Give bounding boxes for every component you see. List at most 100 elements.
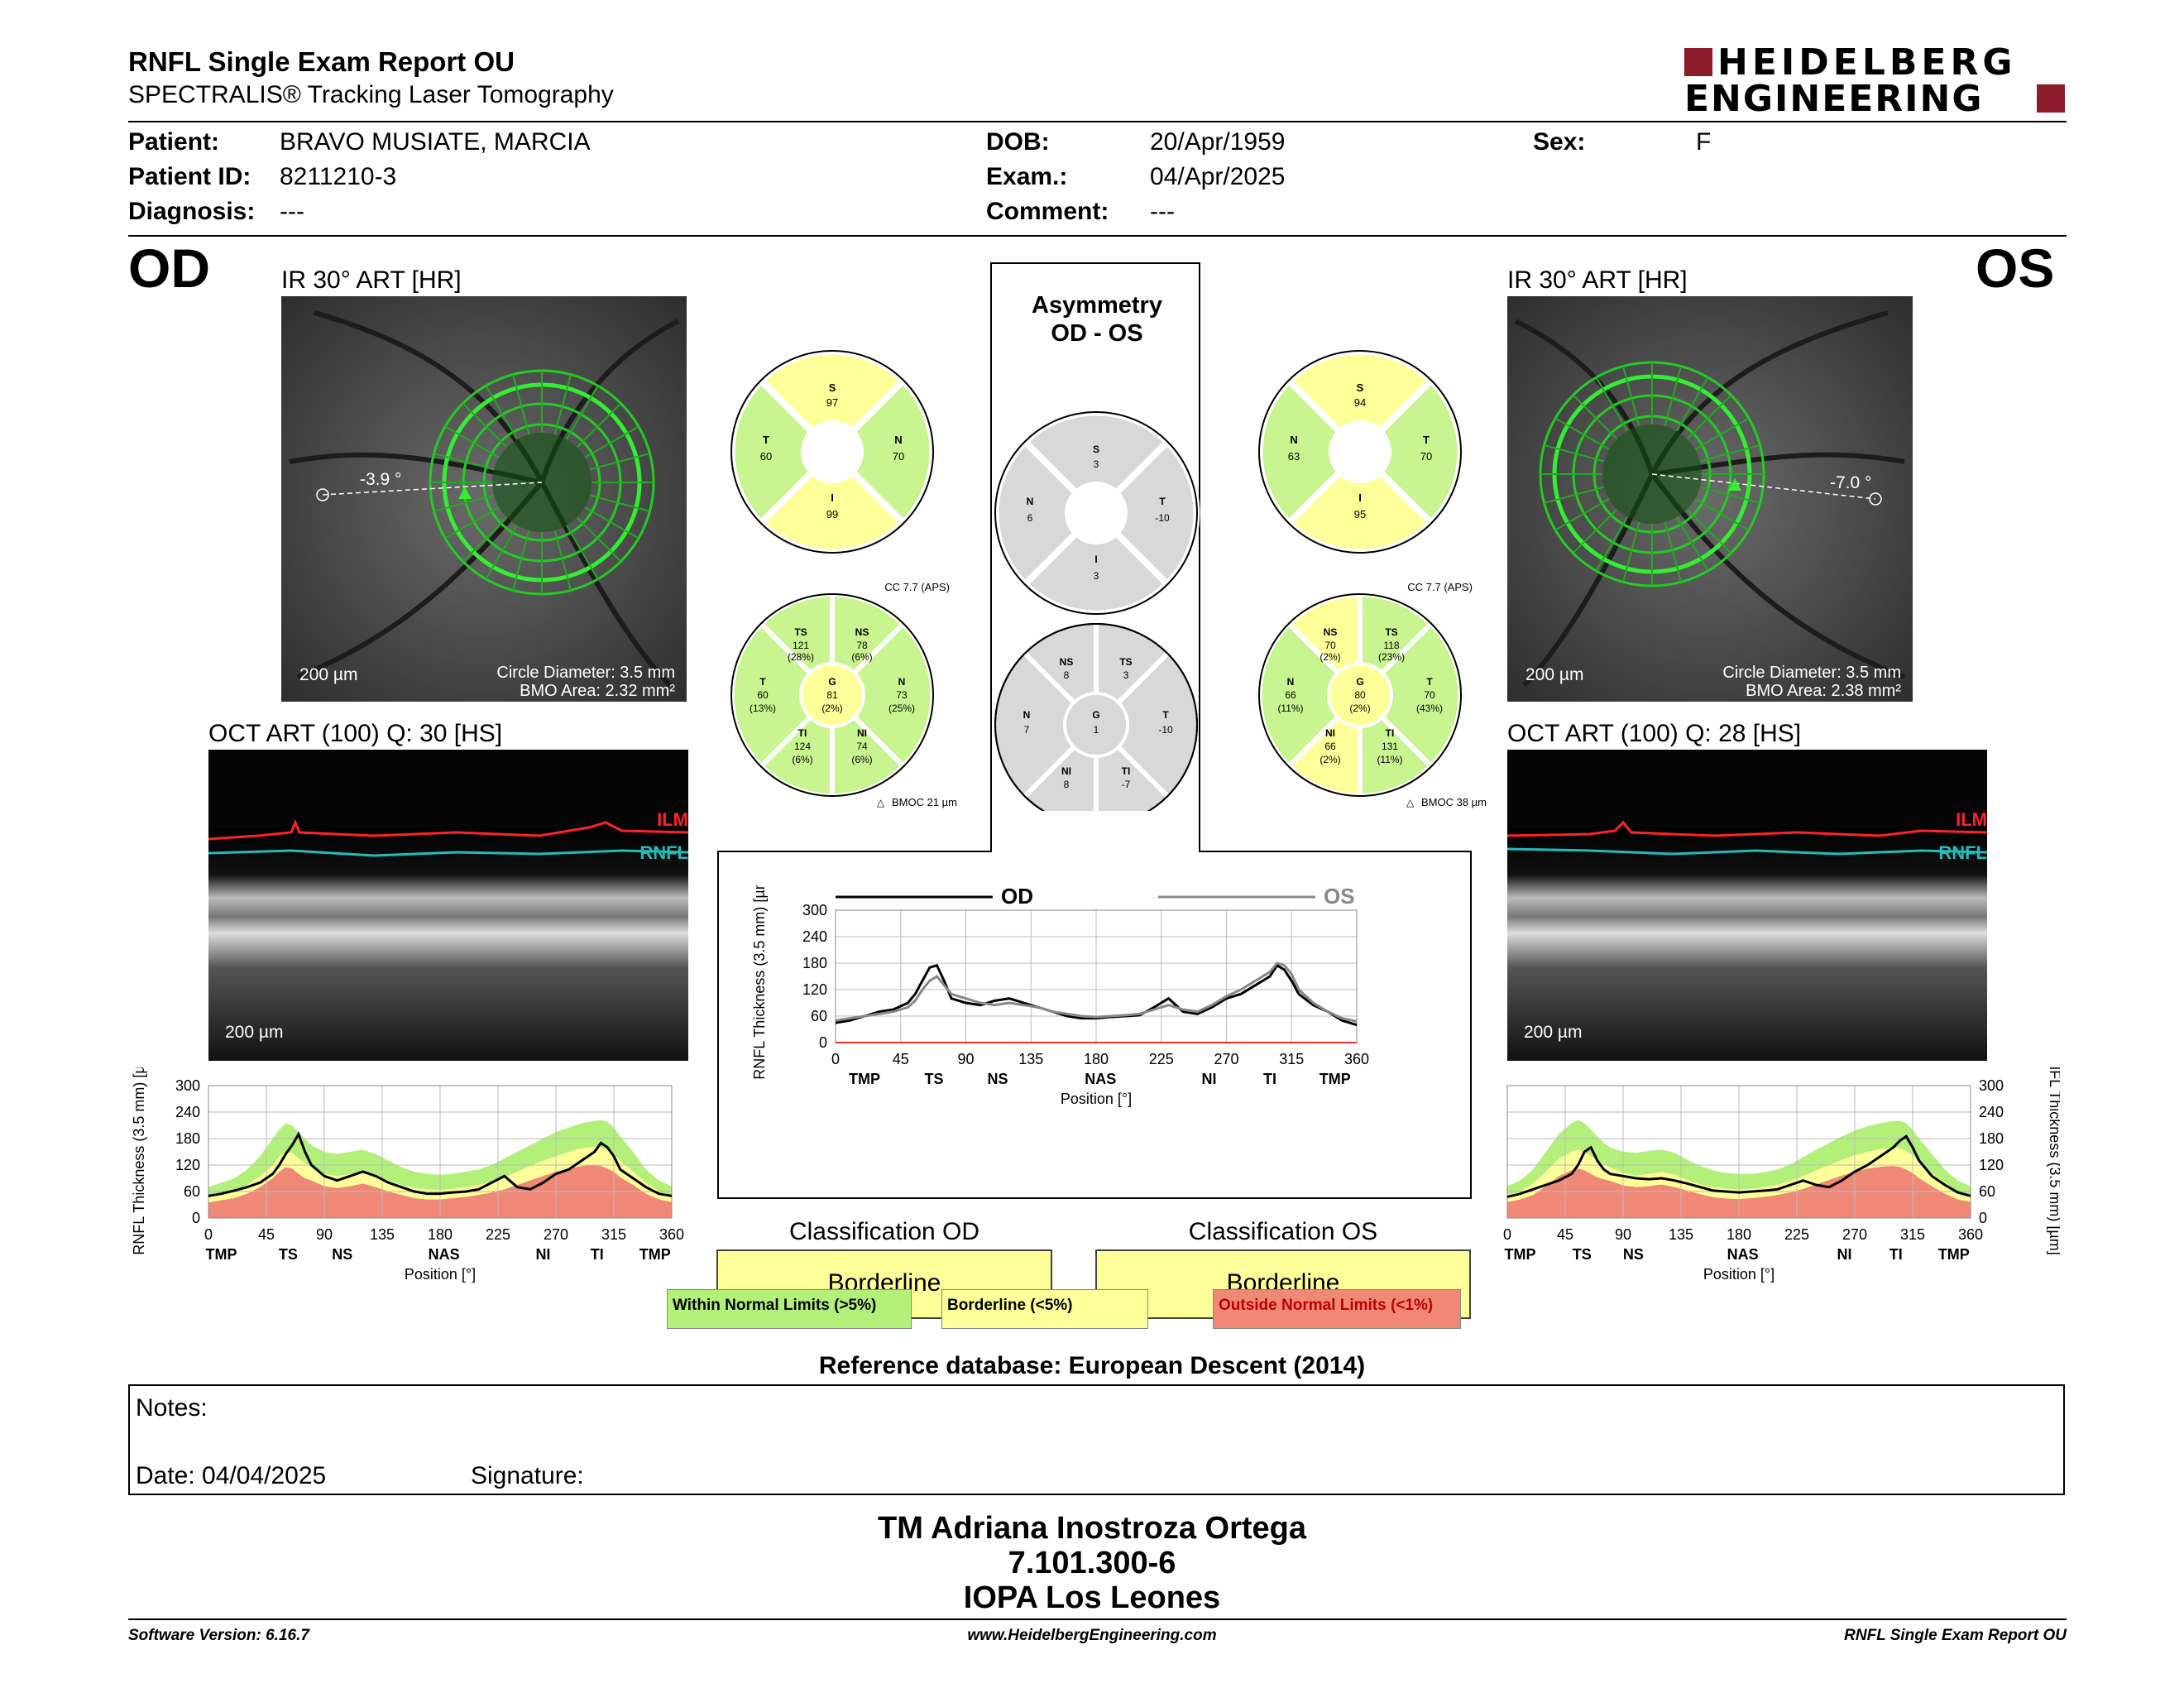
sex-value: F: [1696, 128, 1712, 156]
y-tick-label: 0: [819, 1034, 827, 1051]
region-label: TMP: [1938, 1246, 1970, 1263]
svg-text:NI: NI: [1061, 765, 1071, 777]
od-sec-ts-val: 121: [793, 640, 809, 651]
region-label: TS: [279, 1246, 298, 1263]
os-ir-scale: 200 µm: [1525, 665, 1584, 684]
od-sec-t-pct: (13%): [750, 703, 776, 714]
os-bmo-area: BMO Area: 2.38 mm²: [1746, 682, 1901, 700]
dob-label: DOB:: [986, 128, 1050, 156]
scan-spoke: [576, 402, 622, 448]
center-panel-outline: [717, 262, 1472, 1199]
y-axis-label: RNFL Thickness (3.5 mm) [µm]: [2047, 1067, 2060, 1255]
y-tick-label: 60: [184, 1183, 200, 1200]
x-tick-label: 225: [486, 1226, 510, 1243]
os-sec-ns-val: 70: [1324, 640, 1336, 651]
x-tick-label: 45: [258, 1226, 275, 1243]
x-tick-label: 0: [1503, 1226, 1511, 1243]
svg-text:TS: TS: [794, 626, 807, 638]
od-bmoc: BMOC 21 µm: [892, 796, 957, 808]
od-os-comparison-chart: 0 60 120 180 240 300 0 45 90 135 180 225 270 315 360 TM…: [753, 885, 1369, 1107]
series-line-od: [208, 1131, 673, 1197]
od-oct-scale: 200 µm: [225, 1023, 284, 1042]
patient-name: BRAVO MUSIATE, MARCIA: [280, 128, 591, 156]
od-ir-scale: 200 µm: [299, 665, 358, 684]
y-axis-label: RNFL Thickness (3.5 mm) [µm]: [132, 1067, 147, 1255]
scan-spoke: [433, 453, 495, 471]
x-tick-label: 90: [1615, 1226, 1631, 1243]
x-tick-label: 360: [1958, 1226, 1983, 1243]
svg-text:△: △: [1406, 797, 1415, 808]
os-sec-ts-val: 118: [1383, 640, 1399, 651]
os-sec-ni-pct: (2%): [1320, 754, 1340, 765]
os-oct-scale: 200 µm: [1524, 1023, 1583, 1042]
notes-signature: Signature:: [471, 1462, 584, 1489]
scan-spoke: [566, 385, 599, 440]
y-tick-label: 300: [802, 902, 827, 918]
od-sec-ns-pct: (6%): [851, 651, 872, 663]
scan-spoke: [1699, 486, 1760, 504]
scan-spoke: [1554, 498, 1610, 531]
os-sector-diagram: NS 70 (2%) TS 118 (23%) N 66 (11%) G 80 …: [1257, 591, 1463, 799]
diagnosis-label: Diagnosis:: [128, 198, 256, 225]
comment-value: ---: [1150, 198, 1175, 225]
os-bmoc: BMOC 38 µm: [1421, 796, 1487, 808]
od-sec-n-pct: (25%): [888, 703, 915, 714]
svg-text:△: △: [877, 797, 885, 808]
x-tick-label: 135: [1018, 1051, 1043, 1067]
svg-text:TI: TI: [798, 727, 807, 739]
os-quad-t-value: 70: [1420, 450, 1432, 463]
footer-software-version: Software Version: 6.16.7: [128, 1627, 309, 1644]
svg-text:NS: NS: [1060, 656, 1074, 668]
scan-spoke: [1554, 417, 1610, 450]
footer-divider: [128, 1618, 2067, 1620]
svg-text:I: I: [831, 492, 834, 504]
scan-spoke: [485, 525, 518, 580]
asym-sec-ns: 8: [1064, 669, 1070, 681]
x-tick-label: 90: [316, 1226, 333, 1243]
od-ir-fundus-image: -3.9 ° Circle Diameter: 3.5 mm BMO Area:…: [281, 296, 687, 702]
notes-date: Date: 04/04/2025: [136, 1462, 327, 1489]
scan-spoke: [1595, 516, 1628, 572]
os-sec-n-val: 66: [1285, 689, 1296, 701]
od-sec-g-pct: (2%): [821, 703, 842, 714]
x-axis-label: Position [°]: [1061, 1091, 1132, 1107]
scan-spoke: [553, 374, 572, 435]
region-label: NAS: [1085, 1071, 1116, 1087]
asymmetry-title-line1: Asymmetry: [1032, 292, 1162, 319]
scan-spoke: [444, 425, 500, 458]
series-line-os: [835, 961, 1358, 1023]
x-tick-label: 45: [1557, 1226, 1573, 1243]
od-quad-i-value: 99: [826, 508, 838, 520]
od-ilm-label: ILM: [657, 809, 688, 830]
region-label: NI: [535, 1246, 550, 1263]
scan-spoke: [589, 453, 650, 471]
header-divider: [128, 121, 2067, 122]
os-sec-ti-pct: (11%): [1377, 754, 1402, 765]
asym-sec-ti: -7: [1122, 779, 1131, 790]
svg-text:S: S: [1357, 381, 1364, 394]
os-quadrant-diagram: S 94 N 63 T 70 I 95: [1256, 348, 1464, 556]
y-tick-label: 0: [192, 1210, 200, 1226]
logo-text-bottom: ENGINEERING: [1684, 78, 1984, 120]
svg-text:TI: TI: [1386, 727, 1395, 739]
plot-frame: [1506, 1085, 1971, 1219]
svg-text:G: G: [1356, 676, 1363, 688]
asym-quadrant-diagram: S 3 N 6 T -10 I 3: [992, 409, 1200, 617]
diagnosis-value: ---: [280, 198, 304, 225]
report-subtitle: SPECTRALIS® Tracking Laser Tomography: [128, 81, 614, 108]
x-tick-label: 90: [957, 1051, 974, 1067]
region-label: TMP: [639, 1246, 671, 1263]
scan-spoke: [1676, 376, 1709, 432]
x-tick-label: 225: [1149, 1051, 1174, 1067]
x-axis-label: Position [°]: [1703, 1266, 1774, 1283]
scan-spoke: [1622, 366, 1640, 427]
scan-spoke: [485, 385, 518, 440]
od-angle-label: -3.9 °: [360, 470, 401, 489]
od-rnfl-label: RNFL: [639, 842, 688, 863]
footer-website[interactable]: www.HeidelbergEngineering.com: [967, 1627, 1217, 1644]
notes-label: Notes:: [136, 1394, 208, 1422]
scan-spoke: [584, 506, 639, 539]
od-quadrant-diagram: S 97 T 60 N 70 I 99: [728, 348, 936, 556]
os-ir-fundus-image: -7.0 ° Circle Diameter: 3.5 mm BMO Area:…: [1507, 296, 1913, 702]
y-tick-label: 0: [1979, 1210, 1987, 1226]
